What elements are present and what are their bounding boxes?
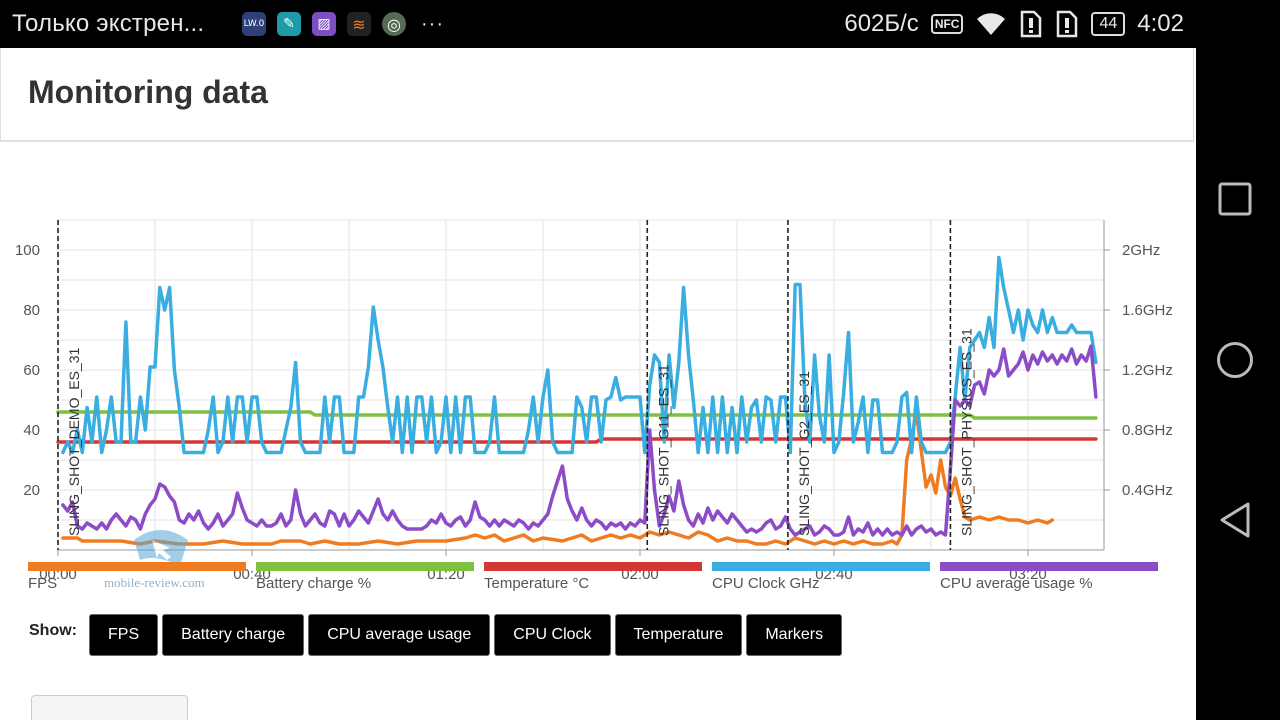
toggle-button-row: FPS Battery charge CPU average usage CPU…	[89, 614, 843, 656]
battery-icon: 44	[1091, 12, 1126, 36]
toggle-markers-button[interactable]: Markers	[746, 614, 843, 656]
back-icon[interactable]	[1218, 501, 1252, 539]
series-line	[56, 437, 1098, 444]
marker-label: SLING_SHOT_G11_ES_31	[655, 364, 671, 536]
wifi-icon	[977, 13, 1006, 35]
marker-label: SLING_SHOT_DEMO_ES_31	[66, 347, 82, 536]
chart-legend: FPS Battery charge % Temperature °C CPU …	[0, 562, 1196, 602]
legend-label: Battery charge %	[256, 575, 372, 592]
sim2-icon	[1057, 10, 1078, 38]
legend-label: CPU Clock GHz	[712, 575, 820, 592]
carrier-label: Только экстрен...	[12, 10, 205, 37]
y-left-tick-label: 60	[23, 362, 40, 379]
legend-swatch	[28, 562, 246, 571]
recent-apps-icon[interactable]	[1218, 182, 1252, 216]
clock: 4:02	[1137, 10, 1184, 37]
header-card: Monitoring data	[0, 48, 1194, 142]
status-bar: Только экстрен... LW.0 ✎ ▨ ≋ ◎ ··· 602Б/…	[0, 0, 1196, 48]
y-right-tick-label: 2GHz	[1122, 242, 1160, 259]
toggle-fps-button[interactable]: FPS	[89, 614, 159, 656]
page-title: Monitoring data	[28, 74, 268, 110]
y-right-tick-label: 0.8GHz	[1122, 422, 1173, 439]
legend-swatch	[484, 562, 702, 571]
legend-battery: Battery charge %	[256, 562, 474, 592]
toggle-cpu-usage-button[interactable]: CPU average usage	[308, 614, 491, 656]
y-left-tick-label: 80	[23, 302, 40, 319]
livewire-app-icon: LW.0	[242, 12, 266, 36]
sling-app-icon: ≋	[347, 12, 371, 36]
legend-label: Temperature °C	[484, 575, 590, 592]
y-left-tick-label: 100	[15, 242, 40, 259]
monitoring-chart: 204060801000.4GHz0.8GHz1.2GHz1.6GHz2GHz0…	[15, 219, 1173, 583]
legend-cpu-usage: CPU average usage %	[940, 562, 1158, 592]
main-content: Monitoring data 20 40 60 80 100 0.4GHz 0.8GHz 1…	[0, 48, 1196, 720]
bottom-button[interactable]	[31, 695, 188, 720]
home-icon[interactable]	[1216, 341, 1254, 379]
legend-swatch	[256, 562, 474, 571]
watermark: mobile-review.com	[102, 526, 232, 596]
y-right-tick-label: 1.2GHz	[1122, 362, 1173, 379]
y-left-tick-label: 40	[23, 422, 40, 439]
notes-app-icon: ✎	[277, 12, 301, 36]
nfc-icon: NFC	[930, 14, 964, 34]
marker-label: SLING_SHOT_PHYSICS_ES_31	[958, 328, 974, 536]
chart-area: 20 40 60 80 100 0.4GHz 0.8GHz 1.2GHz 1.6GHz 2GHz 0…	[0, 142, 1196, 583]
more-notifications-icon: ···	[421, 13, 444, 35]
y-left-tick-label: 20	[23, 482, 40, 499]
watermark-text: mobile-review.com	[104, 575, 205, 590]
legend-label: FPS	[28, 575, 58, 592]
series-line	[61, 255, 1098, 455]
toggle-cpu-clock-button[interactable]: CPU Clock	[494, 614, 611, 656]
y-right-tick-label: 1.6GHz	[1122, 302, 1173, 319]
sim1-icon	[1021, 10, 1042, 38]
network-speed: 602Б/с	[844, 10, 919, 37]
legend-cpu-clock: CPU Clock GHz	[712, 562, 930, 592]
gallery-app-icon: ▨	[312, 12, 336, 36]
show-label: Show:	[29, 622, 77, 639]
series-line	[61, 344, 1098, 537]
status-right: 602Б/с NFC 44 4:02	[844, 8, 1184, 40]
legend-fps: FPS	[28, 562, 246, 592]
toggle-temperature-button[interactable]: Temperature	[614, 614, 743, 656]
marker-label: SLING_SHOT_G2_ES_31	[796, 371, 812, 536]
mobile-review-logo-icon	[134, 530, 188, 566]
series-line	[61, 410, 1055, 546]
legend-swatch	[940, 562, 1158, 571]
legend-label: CPU average usage %	[940, 575, 1093, 592]
y-right-tick-label: 0.4GHz	[1122, 482, 1173, 499]
legend-swatch	[712, 562, 930, 571]
settings-app-icon: ◎	[382, 12, 406, 36]
navigation-bar	[1196, 0, 1280, 720]
notification-icons: LW.0 ✎ ▨ ≋ ◎ ···	[242, 10, 444, 38]
legend-temperature: Temperature °C	[484, 562, 702, 592]
toggle-battery-button[interactable]: Battery charge	[162, 614, 305, 656]
